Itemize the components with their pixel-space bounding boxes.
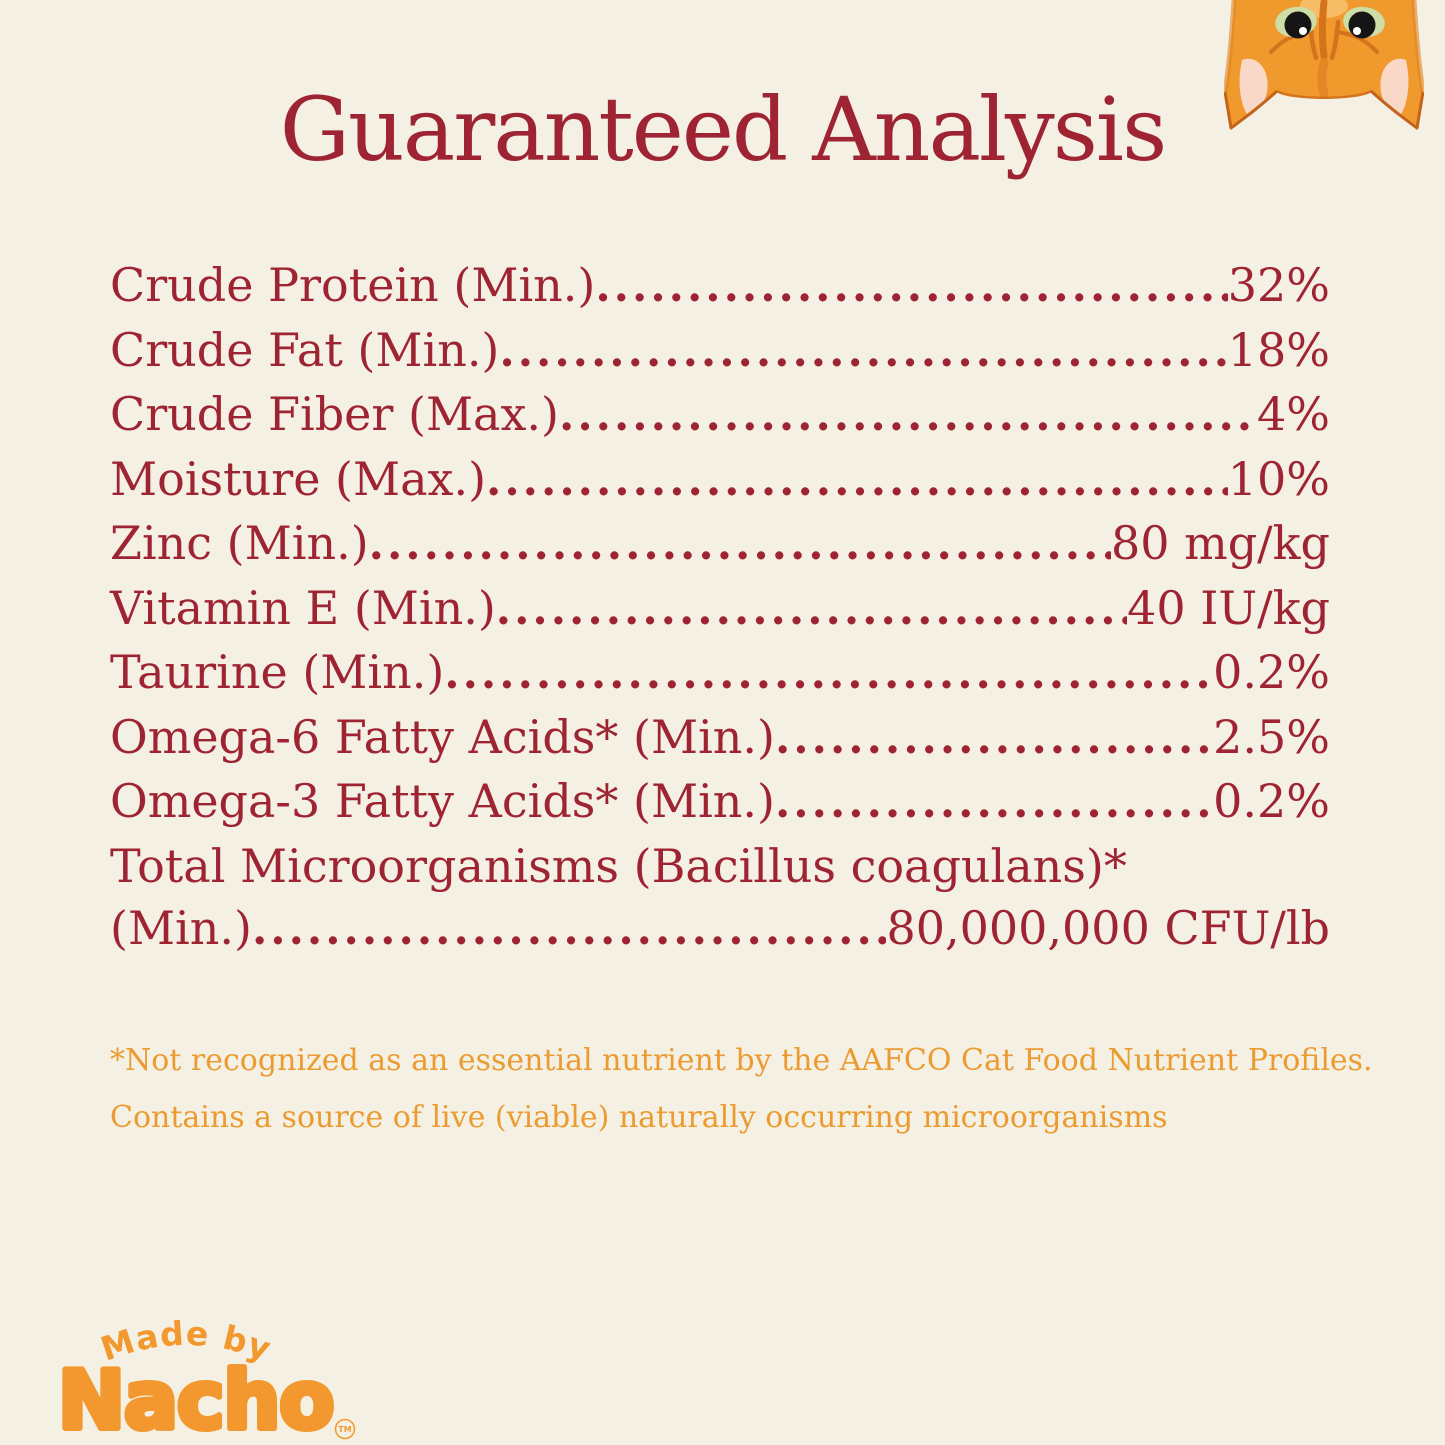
dot-leader [444,643,1213,706]
dot-leader [369,514,1111,577]
nutrient-label: Omega-6 Fatty Acids* (Min.) [110,709,775,764]
nutrient-value: 80 mg/kg [1110,516,1330,570]
nutrient-label: Crude Fiber (Max.) [110,387,559,441]
nutrient-label: Total Microorganisms (Bacillus coagulans… [110,838,1127,893]
dot-leader [499,321,1227,384]
table-row: Omega-6 Fatty Acids* (Min.) 2.5% [110,706,1330,771]
table-row: Total Microorganisms (Bacillus coagulans… [110,835,1330,898]
table-row: Omega-3 Fatty Acids* (Min.) 0.2% [110,770,1330,835]
dot-leader [496,579,1127,642]
cat-peeking-icon [1224,0,1424,130]
logo-brand-name: Nacho [58,1354,333,1445]
trademark-text: TM [338,1425,351,1434]
table-row: Zinc (Min.) 80 mg/kg [110,512,1330,577]
nutrient-value: 32% [1227,258,1330,312]
nutrient-value: 4% [1257,387,1330,441]
table-row: (Min.) 80,000,000 CFU/lb [110,897,1330,962]
table-row: Crude Fiber (Max.) 4% [110,383,1330,448]
page-title: Guaranteed Analysis [279,78,1167,181]
guaranteed-analysis-table: Crude Protein (Min.) 32% Crude Fat (Min.… [110,254,1330,962]
nutrient-label: Crude Protein (Min.) [110,258,596,312]
table-row: Moisture (Max.) 10% [110,448,1330,513]
table-row: Crude Fat (Min.) 18% [110,319,1330,384]
dot-leader [559,385,1257,448]
footnote-line: Contains a source of live (viable) natur… [110,1100,1168,1135]
brand-logo: Made by Nacho TM [58,1314,356,1445]
nutrient-label: Zinc (Min.) [110,516,369,570]
dot-leader [775,708,1213,771]
nutrient-value: 2.5% [1213,709,1330,764]
dot-leader [486,450,1228,513]
dot-leader [252,899,887,962]
nutrient-value: 0.2% [1213,645,1330,699]
nutrient-value: 80,000,000 CFU/lb [886,901,1330,955]
nutrient-label: Crude Fat (Min.) [110,322,500,377]
aafco-footnote: *Not recognized as an essential nutrient… [110,1032,1373,1146]
table-row: Taurine (Min.) 0.2% [110,641,1330,706]
nutrient-label: Moisture (Max.) [110,451,487,506]
nutrient-label: (Min.) [110,901,252,955]
nutrient-value: 18% [1227,322,1330,377]
dot-leader [775,772,1213,835]
trademark-circle [334,1418,356,1440]
footnote-line: *Not recognized as an essential nutrient… [110,1043,1373,1078]
nutrient-value: 10% [1227,451,1330,506]
nutrient-label: Omega-3 Fatty Acids* (Min.) [110,774,775,828]
nutrient-label: Taurine (Min.) [110,645,445,699]
nutrient-label: Vitamin E (Min.) [110,580,496,635]
nutrient-value: 0.2% [1213,774,1330,828]
nutrient-value: 40 IU/kg [1127,580,1330,635]
table-row: Crude Protein (Min.) 32% [110,254,1330,319]
table-row: Vitamin E (Min.) 40 IU/kg [110,577,1330,642]
dot-leader [595,256,1227,319]
